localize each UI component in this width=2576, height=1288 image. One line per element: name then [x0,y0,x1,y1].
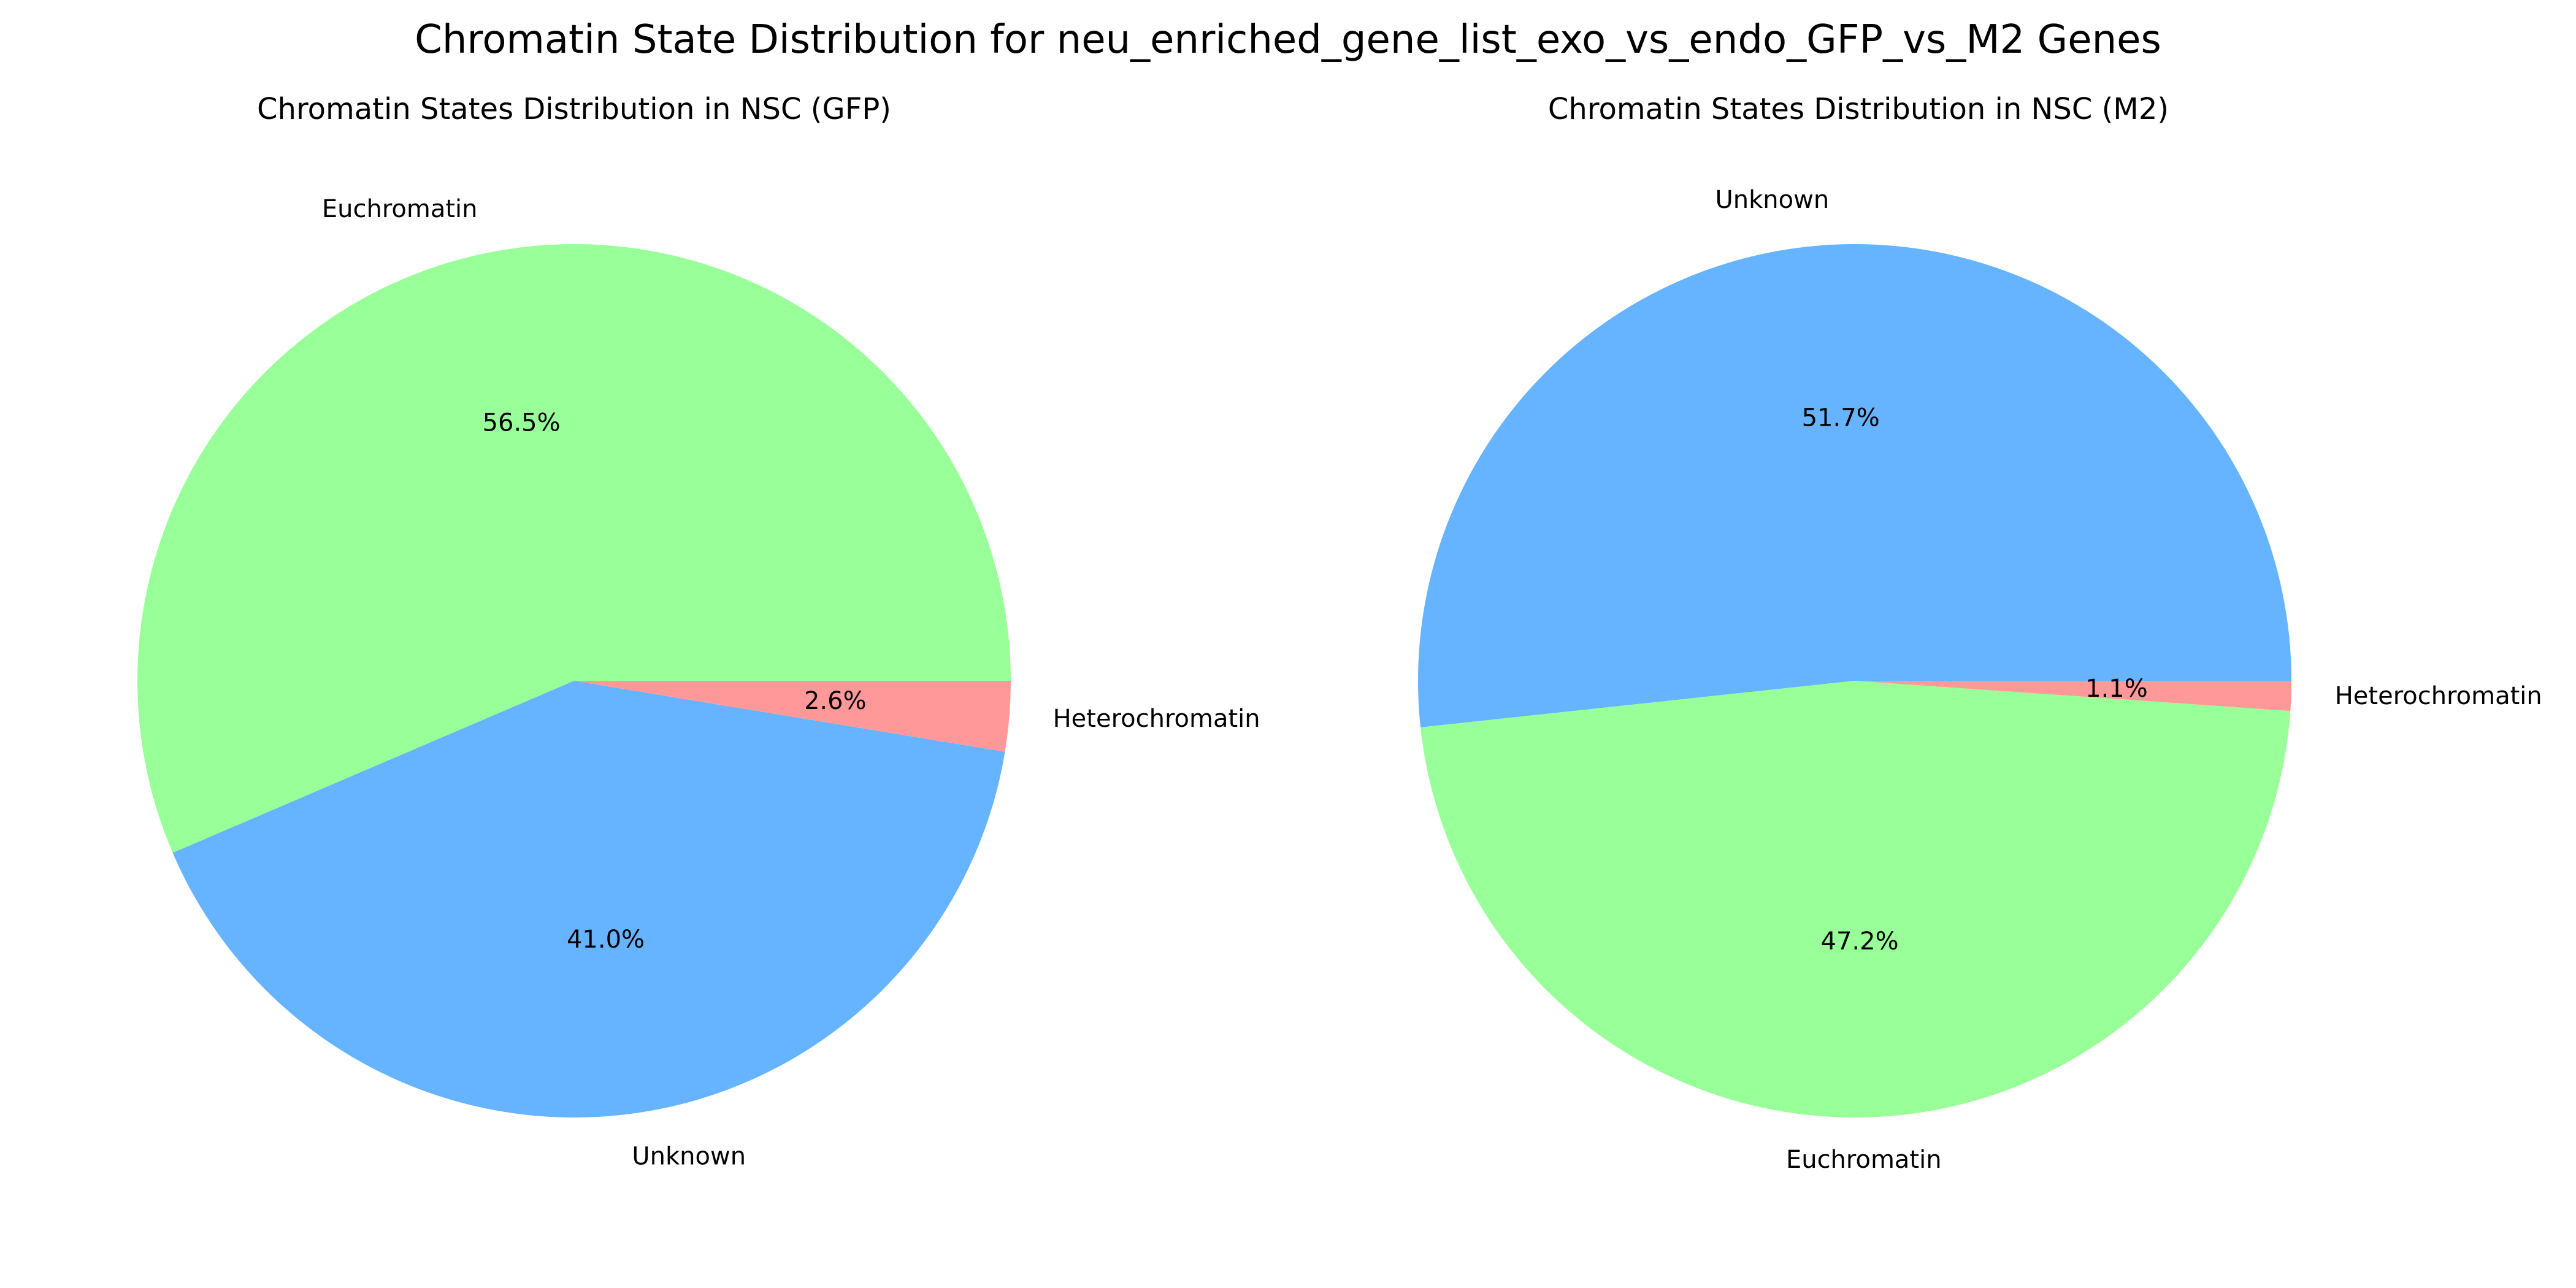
pie-m2-slice-unknown [1417,243,2291,727]
pie-m2-pct-label-heterochromatin: 1.1% [2085,675,2148,703]
pie-m2-pct-label-euchromatin: 47.2% [1821,927,1899,956]
pie-gfp-pct-label-unknown: 41.0% [567,926,645,954]
pie-chart-gfp-title: Chromatin States Distribution in NSC (GF… [257,92,891,126]
figure-suptitle: Chromatin State Distribution for neu_enr… [415,17,2161,63]
pie-m2-category-label-euchromatin: Euchromatin [1786,1146,1942,1174]
pie-gfp-category-label-heterochromatin: Heterochromatin [1053,705,1260,733]
pie-gfp-slice-euchromatin [137,243,1011,853]
pie-gfp-category-label-unknown: Unknown [632,1142,746,1170]
pie-gfp-category-label-euchromatin: Euchromatin [322,195,478,223]
pie-gfp-pct-label-heterochromatin: 2.6% [804,687,867,715]
pie-gfp-slice-unknown [172,681,1005,1118]
pie-m2-pct-label-unknown: 51.7% [1802,404,1880,432]
pie-gfp-slice-heterochromatin [574,681,1011,752]
pie-gfp-pct-label-euchromatin: 56.5% [483,409,561,437]
pie-chart-m2: Chromatin States Distribution in NSC (M2… [1417,92,2542,1174]
pie-m2-category-label-unknown: Unknown [1715,186,1830,214]
pie-chart-gfp: Chromatin States Distribution in NSC (GF… [137,92,1260,1170]
pie-chart-m2-title: Chromatin States Distribution in NSC (M2… [1548,92,2169,126]
pie-m2-slice-heterochromatin [1855,681,2291,711]
pie-m2-slice-euchromatin [1420,681,2291,1117]
pie-m2-category-label-heterochromatin: Heterochromatin [2335,682,2542,710]
